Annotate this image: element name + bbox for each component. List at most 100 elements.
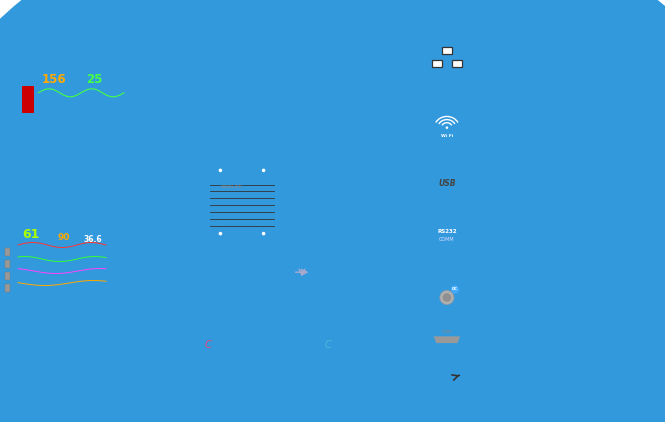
Text: HDMI Full Size            x 1: HDMI Full Size x 1 [489,337,610,347]
Circle shape [295,380,320,404]
Text: On Premise: On Premise [168,314,235,324]
Text: USB 2.0              x 2: USB 2.0 x 2 [489,181,586,191]
Bar [53,319,70,327]
Circle shape [451,285,459,293]
FancyBboxPatch shape [204,165,280,175]
FancyBboxPatch shape [205,174,279,230]
Circle shape [184,356,188,359]
Circle shape [262,232,265,235]
Circle shape [446,126,448,129]
FancyBboxPatch shape [283,260,321,284]
Bar [5,272,10,280]
Text: Cloud Based: Cloud Based [285,314,358,324]
Circle shape [297,373,329,405]
Polygon shape [428,333,466,346]
Circle shape [193,405,197,408]
Circle shape [202,380,206,384]
Circle shape [443,293,451,302]
Circle shape [434,284,460,311]
Text: COMM: COMM [439,237,455,242]
Text: Display Output: Display Output [489,326,577,336]
Text: RS-232: RS-232 [140,209,173,218]
Circle shape [28,143,33,149]
Text: are: are [215,337,244,355]
Bar [442,47,452,54]
FancyBboxPatch shape [9,137,146,154]
Text: 61: 61 [23,228,40,241]
Text: nexoLink: nexoLink [220,184,242,189]
Circle shape [262,168,265,172]
Polygon shape [434,336,460,343]
Text: USB: USB [438,179,456,188]
Text: RJ45 5 Pins RS232    x 1: RJ45 5 Pins RS232 x 1 [489,232,606,242]
Circle shape [338,375,363,399]
Text: Patient Monitor: Patient Monitor [4,404,96,414]
Text: RJ45 3 Pins RS232    x 2: RJ45 3 Pins RS232 x 2 [489,244,606,254]
Text: Secure Channel
either to:: Secure Channel either to: [266,300,338,319]
Circle shape [316,373,348,405]
Text: 90: 90 [58,233,70,241]
Text: CTG: CTG [43,1,71,14]
Text: 10/100M        x 1: 10/100M x 1 [489,67,571,77]
Circle shape [202,405,206,408]
Text: RS-232: RS-232 [155,149,187,158]
Circle shape [202,356,206,359]
Text: C: C [204,340,211,350]
Text: Isolated RS232 / Serial: Isolated RS232 / Serial [489,221,622,231]
Text: nexoLink: nexoLink [207,250,260,260]
Circle shape [219,168,222,172]
FancyBboxPatch shape [430,218,464,251]
Text: HDMI: HDMI [442,330,452,333]
Text: Wi Fi: Wi Fi [441,134,453,138]
FancyBboxPatch shape [174,372,230,392]
FancyBboxPatch shape [9,107,148,155]
Text: Buttons: Buttons [489,373,535,383]
Text: User programmable button: User programmable button [489,396,622,406]
FancyBboxPatch shape [431,109,463,140]
Text: Ethernet: Ethernet [346,187,385,196]
Circle shape [219,232,222,235]
Circle shape [101,143,106,149]
FancyBboxPatch shape [174,396,230,417]
Bar [452,60,462,67]
Text: USB: USB [489,170,513,180]
Bar [22,86,33,113]
Circle shape [436,287,458,308]
FancyBboxPatch shape [5,228,118,314]
Text: RS232: RS232 [437,229,457,234]
Text: C: C [325,340,331,350]
Circle shape [184,405,188,408]
Text: Ethernet: Ethernet [489,43,540,54]
FancyBboxPatch shape [204,229,280,238]
Circle shape [440,290,454,305]
Circle shape [325,380,348,404]
Circle shape [324,365,356,397]
Text: 2.4GHz  IEEE 802.11: 2.4GHz IEEE 802.11 [489,122,589,132]
FancyBboxPatch shape [427,174,467,193]
Circle shape [193,380,197,384]
Text: 36.6: 36.6 [84,235,102,243]
Text: are: are [335,337,364,355]
Bar [59,307,65,319]
Text: Power In: Power In [489,284,541,294]
Circle shape [193,356,197,359]
Text: DC10 - 30V: DC10 - 30V [489,295,544,305]
Circle shape [281,375,305,399]
Bar [432,60,442,67]
Circle shape [77,143,82,149]
Bar [5,260,10,268]
Circle shape [289,365,321,397]
Circle shape [53,143,58,149]
FancyBboxPatch shape [174,347,230,368]
Bar [5,284,10,292]
Text: 5.0GHz  b/g/n/ac: 5.0GHz b/g/n/ac [489,135,570,145]
Text: DC: DC [452,287,458,292]
FancyBboxPatch shape [13,236,111,306]
Text: m: m [184,337,202,355]
Circle shape [184,380,188,384]
FancyBboxPatch shape [13,49,135,117]
Text: 25: 25 [86,73,102,86]
Text: Reset button: Reset button [489,384,552,394]
Text: Wireless Connection: Wireless Connection [489,111,609,121]
FancyBboxPatch shape [30,136,126,148]
